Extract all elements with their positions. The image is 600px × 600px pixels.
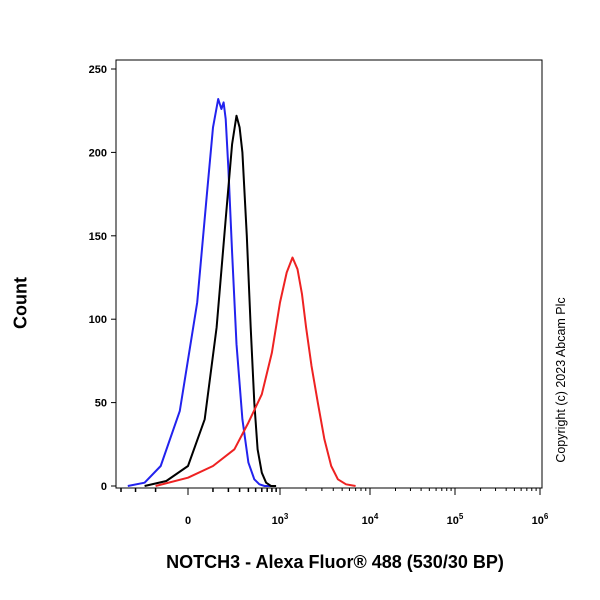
x-tick-label: 103 xyxy=(272,512,289,527)
y-tick-label: 0 xyxy=(101,481,107,493)
x-tick-label: 106 xyxy=(532,512,549,527)
y-tick-label: 250 xyxy=(89,64,107,76)
y-tick-label: 200 xyxy=(89,147,107,159)
x-tick-label: 105 xyxy=(447,512,464,527)
axis-layer: 0 50 100 150 200 250 0 103 104 105 106 xyxy=(89,64,549,527)
x-tick-label: 104 xyxy=(362,512,379,527)
y-tick-label: 100 xyxy=(89,314,107,326)
x-axis-label: NOTCH3 - Alexa Fluor® 488 (530/30 BP) xyxy=(166,552,504,572)
plot-frame xyxy=(115,59,543,489)
histogram-series-1 xyxy=(127,98,272,487)
y-tick-label: 150 xyxy=(89,231,107,243)
histogram-series-2 xyxy=(144,114,277,487)
x-tick-label: 0 xyxy=(185,515,191,527)
copyright-notice: Copyright (c) 2023 Abcam Plc xyxy=(554,297,568,463)
series-layer xyxy=(127,98,356,487)
y-tick-label: 50 xyxy=(95,398,107,410)
histogram-series-3 xyxy=(155,256,356,487)
y-axis-label: Count xyxy=(10,277,31,329)
